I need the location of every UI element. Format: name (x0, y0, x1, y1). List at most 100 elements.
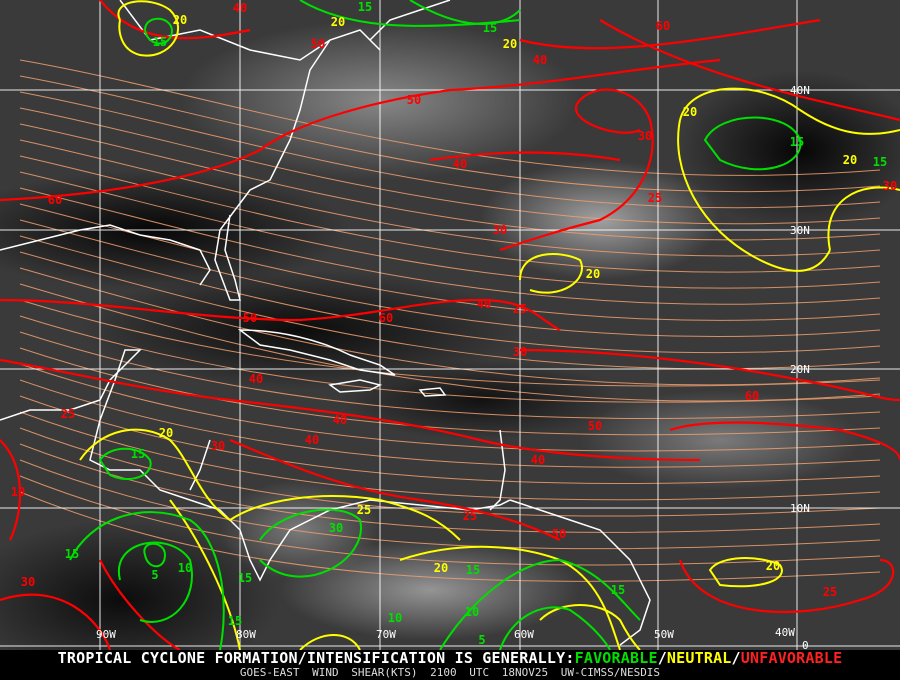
contour-label: 50 (588, 419, 602, 433)
contour-label: 40 (333, 413, 347, 427)
contour-label: 40 (531, 453, 545, 467)
streamline (19, 283, 881, 402)
streamline (19, 59, 881, 177)
contour-label: 15 (466, 563, 480, 577)
streamline (19, 395, 881, 484)
lat-label: 30N (790, 224, 810, 237)
contour-label: 15 (611, 583, 625, 597)
cloud-field (0, 20, 900, 650)
lat-label: 10N (790, 502, 810, 515)
streamline (19, 363, 881, 452)
contour-label: 10 (465, 605, 479, 619)
streamline (19, 171, 881, 289)
lon-label: 50W (654, 628, 674, 641)
product-source: UW-CIMSS/NESDIS (560, 666, 661, 679)
streamline (19, 267, 881, 386)
lon-label: 40W (775, 626, 795, 639)
product-info: GOES-EAST WIND SHEAR(KTS) 2100 UTC 18NOV… (0, 667, 900, 679)
lat-label: 20N (790, 363, 810, 376)
lon-label: 80W (236, 628, 256, 641)
contour-label: 20 (843, 153, 857, 167)
contour-label: 20 (159, 426, 173, 440)
lon-label: 90W (96, 628, 116, 641)
contour-label: 25 (357, 503, 371, 517)
streamline (19, 347, 881, 436)
contour-label: 25 (648, 191, 662, 205)
contour-label: 5 (151, 568, 158, 582)
contour-label: 15 (873, 155, 887, 169)
streamline (19, 315, 881, 403)
streamline (19, 411, 881, 501)
streamline (19, 459, 881, 550)
legend-line: TROPICAL CYCLONE FORMATION/INTENSIFICATI… (0, 650, 900, 667)
contour-label: 15 (238, 571, 252, 585)
contour-label: 30 (638, 129, 652, 143)
contour-label: 15 (228, 614, 242, 628)
contour-label: 20 (173, 13, 187, 27)
legend-separator: / (731, 649, 741, 667)
streamline (19, 491, 881, 582)
contour-label: 50 (552, 527, 566, 541)
legend-separator: / (657, 649, 667, 667)
satellite-image: 20 15 40 50 15 20 20 40 15 60 20 30 15 20 15 30 50 40 60 25… (0, 0, 900, 650)
legend-footer: TROPICAL CYCLONE FORMATION/INTENSIFICATI… (0, 650, 900, 680)
contour-label: 20 (586, 267, 600, 281)
contour-label: 50 (243, 311, 257, 325)
contour-label: 30 (329, 521, 343, 535)
contour-label: 30 (883, 179, 897, 193)
contour-label: 5 (478, 633, 485, 647)
streamline (19, 187, 881, 305)
contour-label: 20 (434, 561, 448, 575)
streamline (19, 139, 881, 257)
contour-label: 10 (178, 561, 192, 575)
grid-labels: 90W 80W 70W 60W 50W 40W 40N 30N 20N 10N … (96, 84, 810, 650)
product-time: 2100 UTC (430, 666, 490, 679)
contour-label: 15 (131, 447, 145, 461)
contour-label: 30 (211, 439, 225, 453)
lon-label: 60W (514, 628, 534, 641)
contour-label: 25 (823, 585, 837, 599)
legend-neutral: NEUTRAL (666, 649, 732, 667)
contour-label: 15 (153, 35, 167, 49)
legend-prefix: TROPICAL CYCLONE FORMATION/INTENSIFICATI… (57, 649, 575, 667)
lat-label: 40N (790, 84, 810, 97)
contour-label: 25 (463, 509, 477, 523)
contour-label: 40 (233, 1, 247, 15)
legend-unfavorable: UNFAVORABLE (740, 649, 843, 667)
contour-label: 15 (790, 135, 804, 149)
contour-label: 15 (483, 21, 497, 35)
streamline (19, 75, 881, 193)
contour-label: 20 (683, 105, 697, 119)
contour-label: 50 (311, 37, 325, 51)
coastlines (0, 0, 651, 646)
product-name: GOES-EAST WIND SHEAR(KTS) (239, 666, 418, 679)
streamline (19, 235, 881, 354)
contour-label: 60 (656, 19, 670, 33)
streamline (19, 475, 881, 566)
streamline (19, 379, 881, 468)
contour-label: 40 (453, 157, 467, 171)
streamline (19, 123, 881, 241)
legend-favorable: FAVORABLE (574, 649, 658, 667)
contour-label: 10 (11, 485, 25, 499)
contour-label: 40 (249, 372, 263, 386)
contour-label: 25 (61, 407, 75, 421)
contour-label: 25 (513, 302, 527, 316)
streamline (19, 91, 881, 209)
streamline (19, 443, 881, 533)
contour-label: 10 (388, 611, 402, 625)
contours-unfavorable (0, 0, 900, 650)
contour-label: 50 (407, 93, 421, 107)
contour-label: 20 (331, 15, 345, 29)
contour-label: 30 (493, 223, 507, 237)
contour-label: 60 (379, 311, 393, 325)
streamline (19, 107, 881, 225)
contour-label: 40 (305, 433, 319, 447)
contours-favorable (69, 0, 802, 650)
product-date: 18NOV25 (501, 666, 549, 679)
contour-label: 15 (358, 0, 372, 14)
contour-labels: 20 15 40 50 15 20 20 40 15 60 20 30 15 20 15 30 50 40 60 25… (11, 0, 897, 647)
contour-label: 60 (745, 389, 759, 403)
lon-label: 70W (376, 628, 396, 641)
contour-label: 20 (503, 37, 517, 51)
